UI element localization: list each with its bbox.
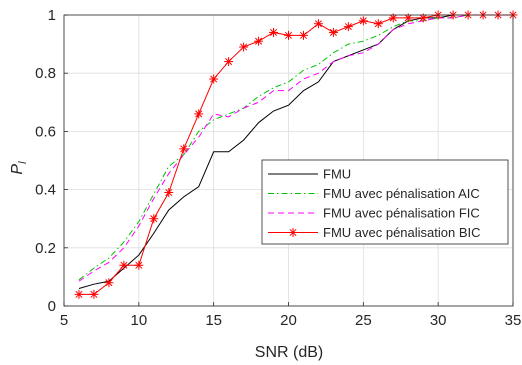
series-3-marker-11	[239, 42, 249, 52]
legend-label-0: FMU	[323, 167, 351, 182]
series-3-marker-8	[194, 109, 204, 119]
series-3-marker-17	[328, 27, 338, 37]
series-3-marker-18	[343, 22, 353, 32]
series-1	[78, 14, 513, 281]
series-3-marker-15	[298, 30, 308, 40]
y-tick-label-5: 1	[48, 7, 56, 24]
x-tick-label-5: 30	[430, 312, 447, 329]
legend-marker-3	[288, 228, 298, 237]
y-tick-label-3: 0.6	[35, 123, 56, 140]
plot-series	[74, 10, 518, 299]
series-3-marker-10	[224, 57, 234, 67]
x-tick-label-4: 25	[355, 312, 372, 329]
series-line-1	[78, 14, 513, 281]
series-3-marker-1	[89, 289, 99, 299]
series-3-marker-13	[269, 27, 279, 37]
series-3-marker-0	[74, 289, 84, 299]
series-3-marker-2	[104, 278, 114, 288]
legend-label-2: FMU avec pénalisation FIC	[323, 206, 480, 221]
y-axis-title: Pl	[9, 161, 29, 175]
series-3-marker-7	[179, 144, 189, 154]
y-tick-label-1: 0.2	[35, 240, 56, 257]
series-3-marker-6	[164, 188, 174, 198]
axis-ticks: 5 10 15 20 25 30 35 0 0.2 0.4 0.6 0.8 1	[35, 7, 521, 329]
series-3	[74, 10, 518, 299]
x-tick-label-2: 15	[205, 312, 222, 329]
legend: FMU FMU avec pénalisation AIC FMU avec pén…	[261, 159, 509, 245]
series-3-marker-9	[209, 74, 219, 84]
x-tick-label-3: 20	[280, 312, 297, 329]
y-tick-label-0: 0	[48, 298, 56, 315]
series-3-marker-12	[254, 36, 264, 46]
series-line-3	[78, 14, 513, 295]
x-tick-label-0: 5	[60, 312, 68, 329]
series-3-marker-20	[373, 19, 383, 29]
y-axis-title-subscript: l	[17, 161, 29, 164]
series-3-marker-16	[313, 19, 323, 29]
legend-label-3: FMU avec pénalisation BIC	[323, 225, 481, 240]
x-tick-label-6: 35	[505, 312, 522, 329]
series-3-marker-3	[119, 260, 129, 270]
series-3-marker-5	[149, 214, 159, 224]
legend-label-1: FMU avec pénalisation AIC	[323, 186, 480, 201]
x-tick-label-1: 10	[130, 312, 147, 329]
x-axis-title: SNR (dB)	[255, 344, 323, 361]
y-axis-title-main: P	[9, 164, 26, 175]
y-tick-label-2: 0.4	[35, 182, 56, 199]
series-3-marker-14	[284, 30, 293, 40]
y-tick-label-4: 0.8	[35, 65, 56, 82]
series-3-marker-19	[358, 16, 368, 26]
series-3-marker-4	[134, 260, 144, 270]
